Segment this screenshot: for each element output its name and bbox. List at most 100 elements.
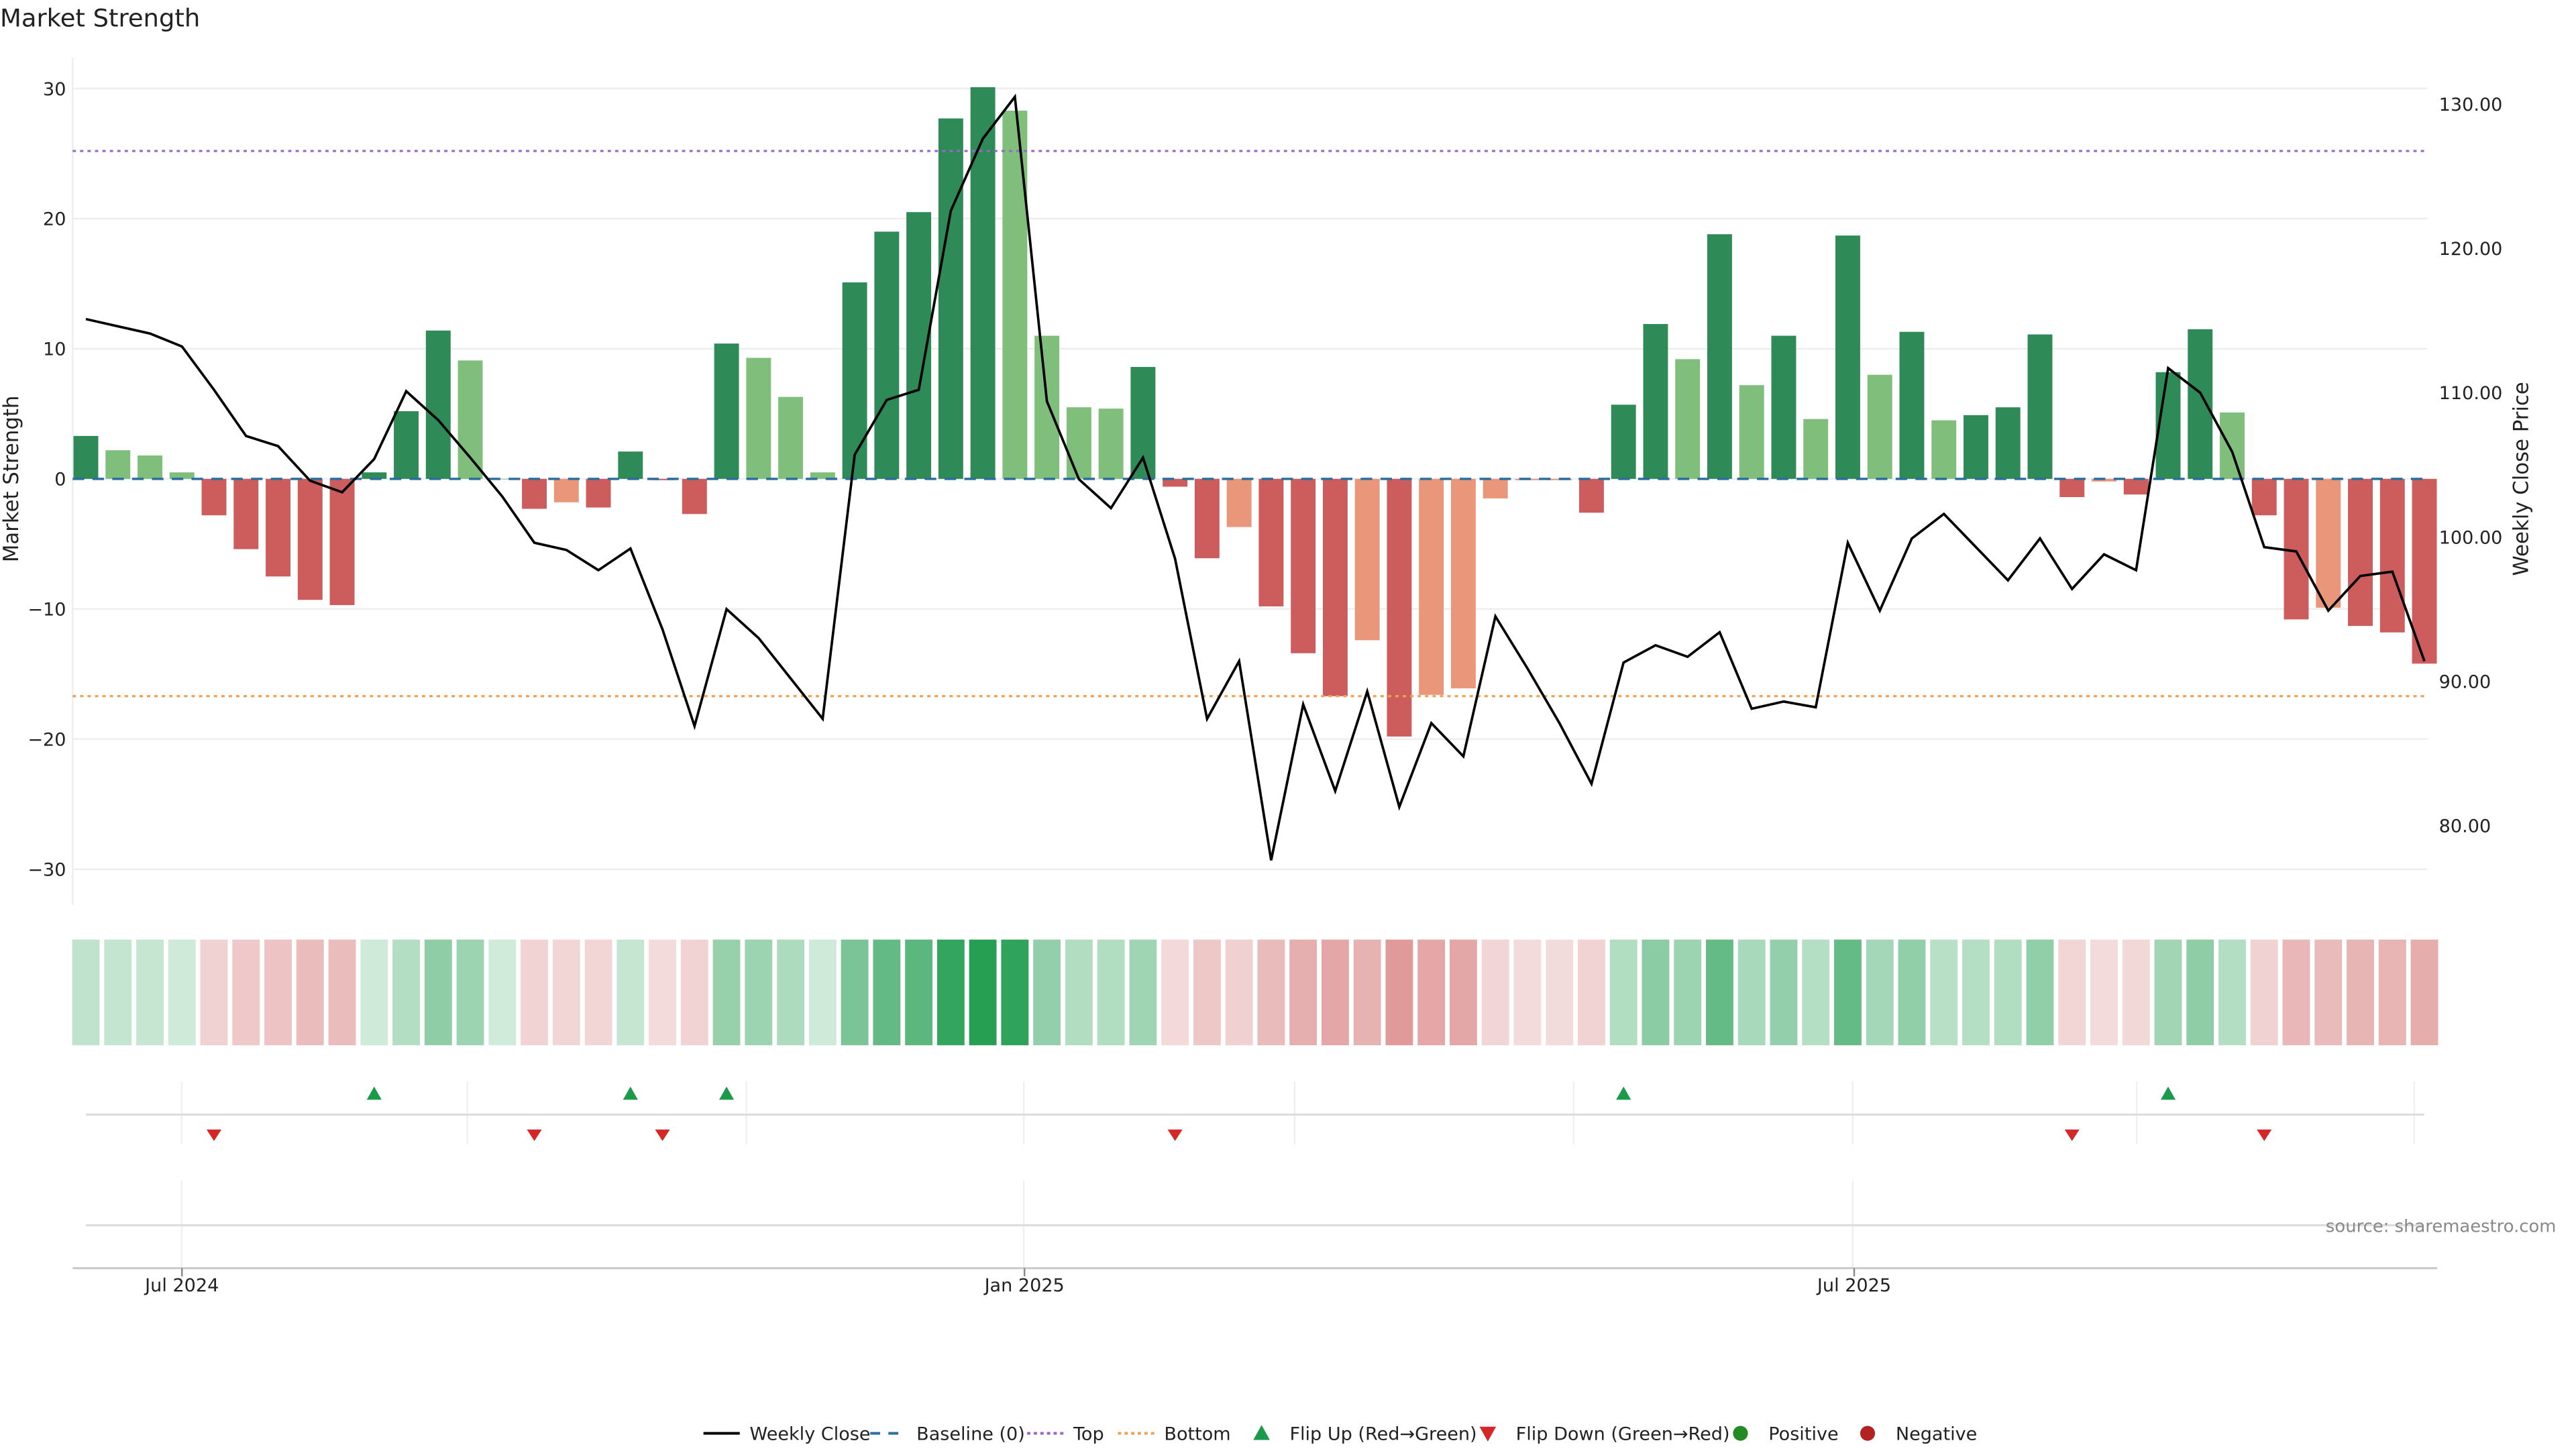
- legend-flip-up: Flip Up (Red→Green): [1289, 1424, 1477, 1444]
- strength-heatmap: [72, 939, 2438, 1046]
- strength-bar: [201, 478, 227, 516]
- strength-bar: [425, 330, 451, 479]
- heatmap-cell: [424, 939, 452, 1046]
- strength-bar: [329, 478, 355, 605]
- reference-lines: [72, 150, 2424, 698]
- legend-positive: Positive: [1768, 1424, 1838, 1444]
- strength-bar: [2379, 478, 2405, 633]
- heatmap-cell: [2154, 939, 2182, 1046]
- heatmap-cell: [1962, 939, 1990, 1046]
- heatmap-cell: [1065, 939, 1093, 1046]
- heatmap-cell: [1289, 939, 1318, 1046]
- legend-top: Top: [1073, 1424, 1104, 1444]
- strength-bar: [1899, 331, 1925, 479]
- strength-bar: [778, 396, 804, 479]
- y2-tick-label: 90.00: [2439, 672, 2491, 692]
- strength-bar: [1322, 478, 1348, 696]
- heatmap-cell: [1642, 939, 1670, 1046]
- flip-up-marker: [623, 1086, 638, 1100]
- strength-bar: [1931, 420, 1957, 479]
- heatmap-cell: [488, 939, 517, 1046]
- y-tick-label: −10: [28, 600, 66, 621]
- strength-bar: [2316, 478, 2341, 608]
- strength-bar: [970, 87, 996, 479]
- weekly-close-line: [85, 93, 2426, 861]
- heatmap-cell: [1674, 939, 1702, 1046]
- heatmap-cell: [808, 939, 837, 1046]
- strength-bar: [746, 358, 771, 479]
- strength-bar: [1354, 478, 1380, 641]
- strength-bar: [1002, 110, 1028, 479]
- flip-down-marker: [2064, 1129, 2080, 1141]
- heatmap-cell: [1033, 939, 1061, 1046]
- strength-bar: [362, 472, 387, 479]
- left-axis: 30 20 10 0 −10 −20 −30: [28, 79, 66, 881]
- heatmap-cell: [1770, 939, 1798, 1046]
- strength-bar: [2348, 478, 2373, 627]
- heatmap-cell: [2314, 939, 2343, 1046]
- y2-tick-label: 100.00: [2439, 527, 2503, 548]
- heatmap-cell: [1802, 939, 1830, 1046]
- heatmap-cell: [72, 939, 100, 1046]
- flip-up-marker: [719, 1086, 735, 1100]
- heatmap-cell: [232, 939, 260, 1046]
- strength-bar: [2092, 478, 2116, 482]
- heatmap-cell: [2282, 939, 2310, 1046]
- strength-bar: [2027, 334, 2053, 479]
- heatmap-cell: [2090, 939, 2118, 1046]
- heatmap-cell: [360, 939, 388, 1046]
- strength-bar: [1995, 407, 2021, 479]
- strength-bar: [169, 472, 195, 479]
- y2-tick-label: 120.00: [2439, 239, 2503, 260]
- y-tick-label: −20: [28, 730, 66, 751]
- heatmap-cell: [1257, 939, 1285, 1046]
- strength-bar: [938, 118, 963, 479]
- y2-tick-label: 130.00: [2439, 95, 2503, 115]
- heatmap-cell: [168, 939, 196, 1046]
- heatmap-cell: [456, 939, 484, 1046]
- strength-bar: [1387, 478, 1412, 737]
- strength-bar: [586, 478, 611, 508]
- heatmap-cell: [1609, 939, 1638, 1046]
- y-tick-label: 30: [43, 79, 66, 100]
- heatmap-cell: [1097, 939, 1125, 1046]
- strength-bar: [233, 478, 259, 549]
- strength-bar: [1643, 324, 1668, 479]
- heatmap-cell: [905, 939, 933, 1046]
- heatmap-cell: [1449, 939, 1477, 1046]
- strength-bar: [1130, 367, 1156, 479]
- strength-bar: [2220, 412, 2245, 479]
- strength-bar: [1707, 234, 1732, 479]
- flip-down-marker: [2257, 1129, 2272, 1141]
- strength-bar: [1034, 335, 1060, 479]
- strength-bar: [1578, 478, 1604, 513]
- heatmap-cell: [649, 939, 676, 1046]
- heatmap-cell: [2347, 939, 2374, 1046]
- strength-bar: [297, 478, 323, 600]
- x-axis: Jul 2024 Jan 2025 Jul 2025: [72, 1267, 2438, 1296]
- flip-up-marker: [1616, 1086, 1631, 1100]
- heatmap-cell: [1930, 939, 1958, 1046]
- heatmap-cell: [1385, 939, 1413, 1046]
- legend-weekly-close: Weekly Close: [750, 1424, 871, 1444]
- triangle-up-icon: [1253, 1425, 1270, 1440]
- flip-down-marker: [206, 1129, 222, 1141]
- flip-down-marker: [1167, 1129, 1183, 1141]
- legend-baseline: Baseline (0): [916, 1424, 1025, 1444]
- heatmap-cell: [1129, 939, 1157, 1046]
- x-tick-label: Jan 2025: [983, 1275, 1065, 1296]
- heatmap-cell: [1737, 939, 1766, 1046]
- flip-panel: [86, 1081, 2424, 1269]
- heatmap-cell: [136, 939, 164, 1046]
- legend-bottom: Bottom: [1164, 1424, 1230, 1444]
- heatmap-cell: [2058, 939, 2086, 1046]
- strength-bar: [1419, 478, 1444, 695]
- heatmap-cell: [2378, 939, 2406, 1046]
- heatmap-cell: [1866, 939, 1894, 1046]
- heatmap-cell: [1578, 939, 1605, 1046]
- strength-bar: [1098, 409, 1124, 479]
- heatmap-cell: [841, 939, 869, 1046]
- strength-bar: [1291, 478, 1316, 653]
- weekly-close-path: [85, 93, 2426, 861]
- heatmap-cell: [1417, 939, 1446, 1046]
